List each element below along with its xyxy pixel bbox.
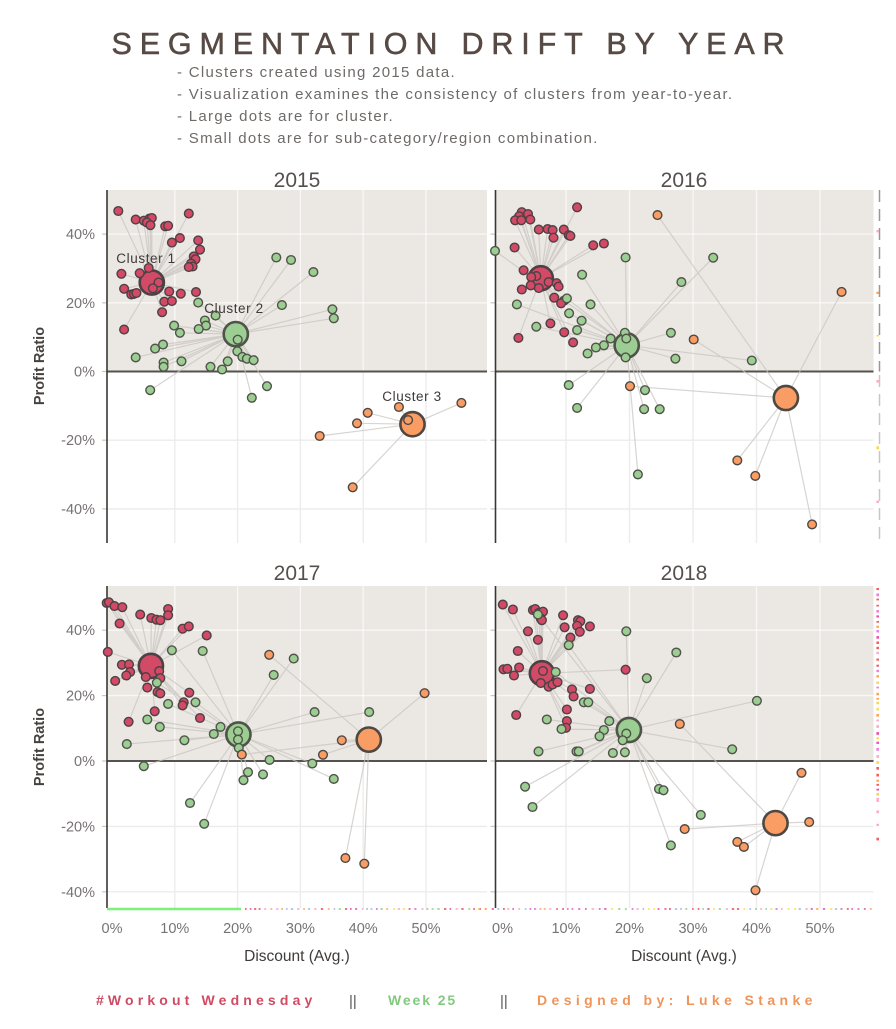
svg-text:0%: 0% xyxy=(492,921,513,937)
svg-text:-20%: -20% xyxy=(61,819,95,835)
svg-text:Discount (Avg.): Discount (Avg.) xyxy=(244,948,350,965)
svg-text:-20%: -20% xyxy=(61,433,95,449)
svg-text:30%: 30% xyxy=(286,921,315,937)
svg-text:40%: 40% xyxy=(742,921,771,937)
svg-text:10%: 10% xyxy=(160,921,189,937)
svg-text:20%: 20% xyxy=(66,296,95,312)
svg-text:50%: 50% xyxy=(411,921,440,937)
svg-text:0%: 0% xyxy=(74,365,95,381)
svg-text:- Small dots are for sub-categ: - Small dots are for sub-category/region… xyxy=(177,130,599,147)
svg-text:Profit Ratio: Profit Ratio xyxy=(32,327,48,405)
svg-text:40%: 40% xyxy=(349,921,378,937)
svg-text:20%: 20% xyxy=(66,689,95,705)
svg-text:40%: 40% xyxy=(66,227,95,243)
svg-text:Designed by: Luke Stanke: Designed by: Luke Stanke xyxy=(537,992,817,1008)
svg-text:-40%: -40% xyxy=(61,885,95,901)
svg-text:SEGMENTATION DRIFT BY YEAR: SEGMENTATION DRIFT BY YEAR xyxy=(112,27,793,61)
svg-text:2016: 2016 xyxy=(661,169,708,192)
svg-text:20%: 20% xyxy=(223,921,252,937)
svg-text:||: || xyxy=(500,993,508,1010)
svg-text:- Large dots are for cluster.: - Large dots are for cluster. xyxy=(177,108,394,125)
svg-text:Cluster 1: Cluster 1 xyxy=(116,251,175,266)
svg-text:2018: 2018 xyxy=(661,562,708,585)
svg-text:- Clusters created using 2015: - Clusters created using 2015 data. xyxy=(177,64,456,81)
svg-text:2017: 2017 xyxy=(274,562,321,585)
svg-text:0%: 0% xyxy=(74,754,95,770)
svg-text:40%: 40% xyxy=(66,623,95,639)
svg-text:Week 25: Week 25 xyxy=(388,992,457,1008)
svg-text:50%: 50% xyxy=(805,921,834,937)
svg-text:30%: 30% xyxy=(678,921,707,937)
svg-text:-40%: -40% xyxy=(61,502,95,518)
svg-text:0%: 0% xyxy=(102,921,123,937)
svg-text:2015: 2015 xyxy=(274,169,321,192)
svg-text:Discount (Avg.): Discount (Avg.) xyxy=(631,948,737,965)
svg-text:Cluster 3: Cluster 3 xyxy=(382,389,441,404)
svg-text:- Visualization examines the c: - Visualization examines the consistency… xyxy=(177,86,733,103)
svg-text:Cluster 2: Cluster 2 xyxy=(204,301,263,316)
svg-text:10%: 10% xyxy=(551,921,580,937)
svg-text:Profit Ratio: Profit Ratio xyxy=(32,708,48,786)
svg-text:#Workout Wednesday: #Workout Wednesday xyxy=(96,992,316,1008)
svg-text:||: || xyxy=(349,993,357,1010)
svg-text:20%: 20% xyxy=(615,921,644,937)
